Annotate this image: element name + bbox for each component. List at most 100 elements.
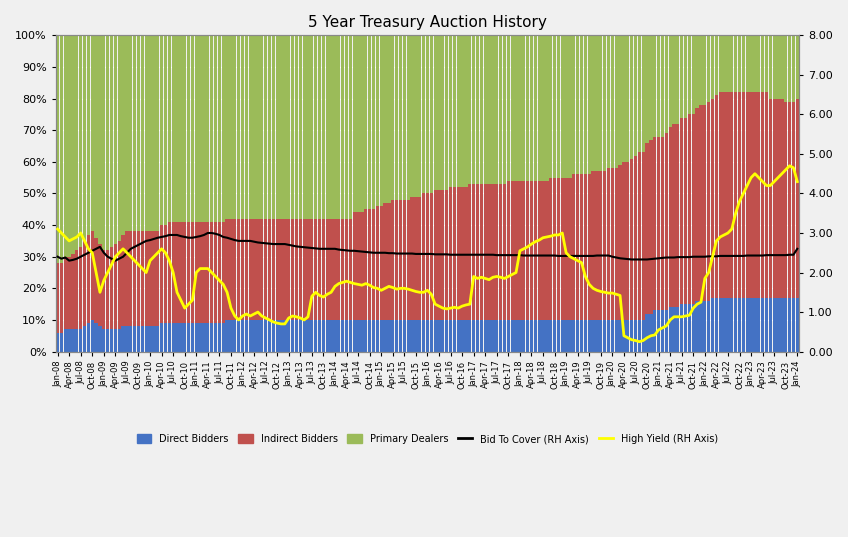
Bar xyxy=(465,320,467,352)
Bar xyxy=(106,35,109,250)
Bar xyxy=(495,35,499,184)
Bar xyxy=(565,178,568,320)
Bar xyxy=(545,320,549,352)
Bar xyxy=(557,35,560,178)
Bar xyxy=(615,320,618,352)
Bar xyxy=(757,92,761,298)
Bar xyxy=(253,320,256,352)
Bar xyxy=(221,222,225,323)
Bar xyxy=(83,241,86,326)
Bar xyxy=(703,35,706,105)
Bar xyxy=(253,219,256,320)
Bar xyxy=(118,329,121,352)
Bar xyxy=(75,329,79,352)
Bar xyxy=(60,35,63,263)
Bar xyxy=(333,320,337,352)
Bar xyxy=(541,181,544,320)
Bar xyxy=(156,231,159,326)
Bar xyxy=(738,298,741,352)
Bar xyxy=(526,320,529,352)
Bar xyxy=(321,35,325,219)
Bar xyxy=(603,320,606,352)
Bar xyxy=(595,35,599,171)
Bar xyxy=(618,165,622,320)
Bar xyxy=(279,219,282,320)
Bar xyxy=(256,35,259,219)
Bar xyxy=(418,35,421,197)
Bar xyxy=(110,247,113,329)
Bar xyxy=(91,35,94,231)
Bar xyxy=(773,99,776,298)
Bar xyxy=(353,213,356,320)
Bar xyxy=(533,181,537,320)
Bar xyxy=(168,323,171,352)
Bar xyxy=(665,35,668,133)
Bar xyxy=(183,323,187,352)
Bar xyxy=(114,329,117,352)
Bar xyxy=(777,35,779,99)
Bar xyxy=(607,168,611,320)
Bar xyxy=(533,35,537,181)
Bar xyxy=(376,320,379,352)
Bar xyxy=(653,310,656,352)
Bar xyxy=(326,219,329,320)
Bar xyxy=(526,35,529,181)
Bar xyxy=(472,35,476,184)
Bar xyxy=(248,35,252,219)
Bar xyxy=(68,257,70,329)
Bar xyxy=(734,35,737,92)
Bar xyxy=(198,323,202,352)
Bar xyxy=(665,133,668,310)
Bar xyxy=(572,35,576,175)
Bar xyxy=(171,222,175,323)
Bar xyxy=(703,105,706,301)
Bar xyxy=(118,35,121,241)
Bar xyxy=(229,35,232,219)
Bar xyxy=(665,310,668,352)
Bar xyxy=(422,35,425,193)
Bar xyxy=(676,124,679,307)
Bar xyxy=(86,235,90,323)
Bar xyxy=(742,92,745,298)
Bar xyxy=(438,35,441,190)
Bar xyxy=(283,219,287,320)
Bar xyxy=(761,92,764,298)
Bar xyxy=(438,320,441,352)
Bar xyxy=(248,320,252,352)
Bar xyxy=(499,184,502,320)
Bar xyxy=(603,171,606,320)
Bar xyxy=(364,320,367,352)
Bar xyxy=(657,35,661,136)
Bar xyxy=(792,101,795,298)
Bar xyxy=(541,320,544,352)
Bar xyxy=(86,323,90,352)
Bar xyxy=(148,326,152,352)
Bar xyxy=(576,175,579,320)
Bar xyxy=(583,320,587,352)
Bar xyxy=(144,326,148,352)
Bar xyxy=(298,219,302,320)
Bar xyxy=(583,175,587,320)
Bar xyxy=(395,200,399,320)
Bar xyxy=(588,35,591,175)
Bar xyxy=(191,35,194,222)
Bar xyxy=(418,320,421,352)
Bar xyxy=(129,326,132,352)
Bar xyxy=(591,171,594,320)
Bar xyxy=(707,101,711,301)
Bar xyxy=(210,35,214,222)
Bar xyxy=(291,320,294,352)
Bar xyxy=(730,92,734,298)
Bar xyxy=(722,35,726,92)
Bar xyxy=(722,298,726,352)
Bar xyxy=(129,231,132,326)
Bar xyxy=(503,184,506,320)
Bar xyxy=(391,320,394,352)
Bar xyxy=(653,136,656,310)
Bar xyxy=(356,213,360,320)
Bar xyxy=(433,35,437,190)
Bar xyxy=(480,184,483,320)
Bar xyxy=(298,35,302,219)
Bar xyxy=(121,235,125,326)
Bar xyxy=(233,35,237,219)
